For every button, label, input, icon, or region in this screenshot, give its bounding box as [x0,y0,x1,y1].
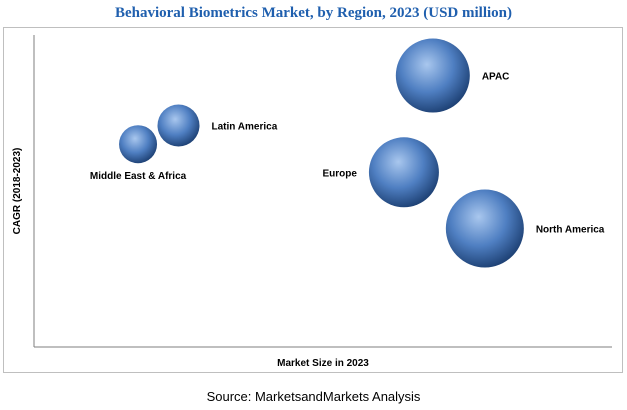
x-axis-label: Market Size in 2023 [277,358,369,369]
bubble-middle-east-and-africa [119,125,158,164]
bubble-label-middle-east-and-africa: Middle East & Africa [90,171,187,182]
chart-title: Behavioral Biometrics Market, by Region,… [114,5,513,21]
y-axis-label: CAGR (2018-2023) [12,148,23,235]
bubble-label-europe: Europe [322,168,357,179]
chart-frame [3,27,623,373]
bubble-europe [368,137,439,208]
bubble-latin-america [157,104,200,147]
bubble-apac [395,38,470,113]
bubble-group: APAC Europe North America Latin America Midd… [90,38,605,268]
bubble-north-america [445,189,524,268]
bubble-label-north-america: North America [536,224,605,235]
source-note: Source: MarketsandMarkets Analysis [206,389,421,404]
bubble-label-latin-america: Latin America [212,121,278,132]
bubble-label-apac: APAC [482,72,510,83]
